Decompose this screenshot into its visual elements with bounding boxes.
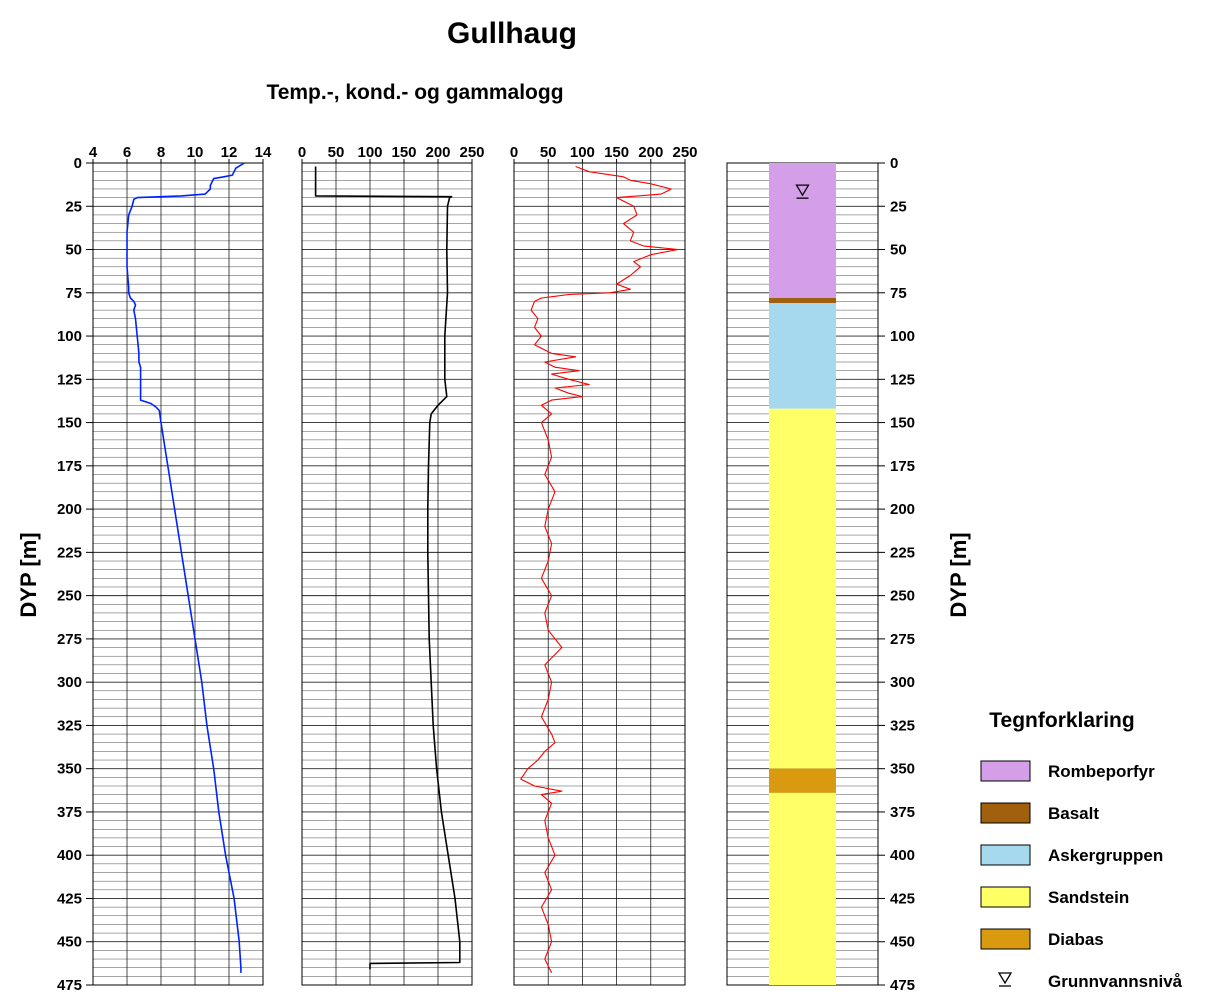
- ngam-x-tick-label: 100: [570, 144, 595, 161]
- depth-tick-label: 50: [890, 242, 907, 259]
- depth-tick-label: 350: [890, 761, 915, 778]
- legend-label: Askergruppen: [1048, 846, 1163, 865]
- kond-x-tick-label: 150: [391, 144, 416, 161]
- ngam-plot-frame: [513, 162, 686, 986]
- legend-title: Tegnforklaring: [989, 709, 1134, 732]
- legend-swatch-rombeporfyr: [980, 760, 1031, 782]
- depth-tick-label: 300: [57, 674, 82, 691]
- depth-tick-label: 75: [65, 285, 82, 302]
- depth-tick-label: 200: [57, 501, 82, 518]
- temp-x-tick-label: 14: [255, 144, 272, 161]
- depth-tick-label: 125: [890, 371, 915, 388]
- ngam-x-tick-label: 0: [510, 144, 518, 161]
- stratigraphy-layer-diabas: [769, 768, 836, 793]
- legend-swatch-basalt: [980, 802, 1031, 824]
- depth-tick-label: 100: [57, 328, 82, 345]
- temperature-panel: 4 6 8 10 12 14: [89, 144, 272, 986]
- temp-series-line: [126, 162, 245, 973]
- depth-axis-label-left: DYP [m]: [16, 532, 41, 617]
- groundwater-level-marker: [795, 184, 810, 197]
- depth-tick-label: 200: [890, 501, 915, 518]
- stratigraphy-layer-sandstein: [769, 408, 836, 769]
- conductivity-panel: 0 50 100 150 200 250: [298, 144, 485, 986]
- ngam-x-tick-label: 50: [540, 144, 557, 161]
- legend-label: Sandstein: [1048, 888, 1129, 907]
- temp-x-tick-label: 8: [157, 144, 165, 161]
- kond-x-tick-label: 50: [328, 144, 345, 161]
- temp-x-tick-label: 4: [89, 144, 98, 161]
- depth-tick-label: 325: [57, 717, 82, 734]
- depth-tick-label: 350: [57, 761, 82, 778]
- gamma-panel: 0 50 100 150 200 250: [510, 144, 698, 986]
- temp-plot-frame: [92, 162, 264, 986]
- depth-tick-label: 475: [890, 977, 915, 994]
- temp-x-tick-label: 10: [187, 144, 204, 161]
- depth-tick-label: 425: [57, 890, 82, 907]
- legend-label: Diabas: [1048, 930, 1104, 949]
- depth-tick-label: 400: [57, 847, 82, 864]
- stratigraphy-layer-basalt: [769, 297, 836, 304]
- depth-tick-label: 100: [890, 328, 915, 345]
- kond-plot-frame: [301, 162, 473, 986]
- depth-tick-label: 400: [890, 847, 915, 864]
- depth-tick-label: 275: [57, 631, 82, 648]
- depth-tick-label: 175: [57, 458, 82, 475]
- depth-tick-label: 250: [890, 588, 915, 605]
- legend-swatch-sandstein: [980, 886, 1031, 908]
- kond-x-tick-label: 200: [425, 144, 450, 161]
- legend-groundwater-icon: [997, 972, 1013, 985]
- depth-tick-label: 25: [890, 198, 907, 215]
- depth-axis-left: 0 25 50 75 100 125 150 175 200 225 250 275 300 325 350…: [57, 155, 93, 994]
- depth-tick-label: 225: [57, 544, 82, 561]
- kond-x-tick-label: 100: [357, 144, 382, 161]
- kond-series-line: [314, 166, 461, 970]
- legend-label: Basalt: [1048, 804, 1099, 823]
- ngam-x-tick-label: 150: [604, 144, 629, 161]
- legend-swatch-diabas: [980, 928, 1031, 950]
- ngam-x-tick-label: 200: [638, 144, 663, 161]
- stratigraphy-panel: [726, 162, 879, 986]
- depth-tick-label: 175: [890, 458, 915, 475]
- depth-tick-label: 300: [890, 674, 915, 691]
- depth-tick-label: 325: [890, 717, 915, 734]
- stratigraphy-layer-sandstein: [769, 792, 836, 985]
- ngam-x-tick-label: 250: [672, 144, 697, 161]
- depth-tick-label: 250: [57, 588, 82, 605]
- depth-tick-label: 0: [890, 155, 898, 172]
- depth-tick-label: 450: [890, 934, 915, 951]
- stratigraphy-layer-askergruppen: [769, 303, 836, 409]
- depth-tick-label: 425: [890, 890, 915, 907]
- depth-tick-label: 50: [65, 242, 82, 259]
- depth-tick-label: 275: [890, 631, 915, 648]
- temp-x-tick-label: 12: [221, 144, 238, 161]
- depth-tick-label: 475: [57, 977, 82, 994]
- depth-tick-label: 75: [890, 285, 907, 302]
- depth-axis-label-right: DYP [m]: [946, 532, 971, 617]
- kond-x-tick-label: 0: [298, 144, 306, 161]
- depth-tick-label: 0: [74, 155, 82, 172]
- depth-tick-label: 450: [57, 934, 82, 951]
- depth-tick-label: 25: [65, 198, 82, 215]
- depth-tick-label: 375: [890, 804, 915, 821]
- depth-axis-right: 0 25 50 75 100 125 150 175 200 225 250 275 300 325 350…: [878, 155, 915, 994]
- ngam-series-line: [520, 165, 679, 974]
- legend-label: Grunnvannsnivå: [1048, 972, 1183, 991]
- chart-title: Gullhaug: [447, 17, 577, 50]
- stratigraphy-layer-rombeporfyr: [769, 163, 836, 298]
- temp-x-tick-label: 6: [123, 144, 131, 161]
- legend-label: Rombeporfyr: [1048, 762, 1155, 781]
- legend: Tegnforklaring Rombeporfyr Basalt Askergru…: [980, 709, 1183, 991]
- depth-tick-label: 375: [57, 804, 82, 821]
- chart-subtitle: Temp.-, kond.- og gammalogg: [266, 81, 563, 104]
- depth-tick-label: 225: [890, 544, 915, 561]
- legend-swatch-askergruppen: [980, 844, 1031, 866]
- depth-tick-label: 150: [890, 415, 915, 432]
- kond-x-tick-label: 250: [459, 144, 484, 161]
- depth-tick-label: 125: [57, 371, 82, 388]
- depth-tick-label: 150: [57, 415, 82, 432]
